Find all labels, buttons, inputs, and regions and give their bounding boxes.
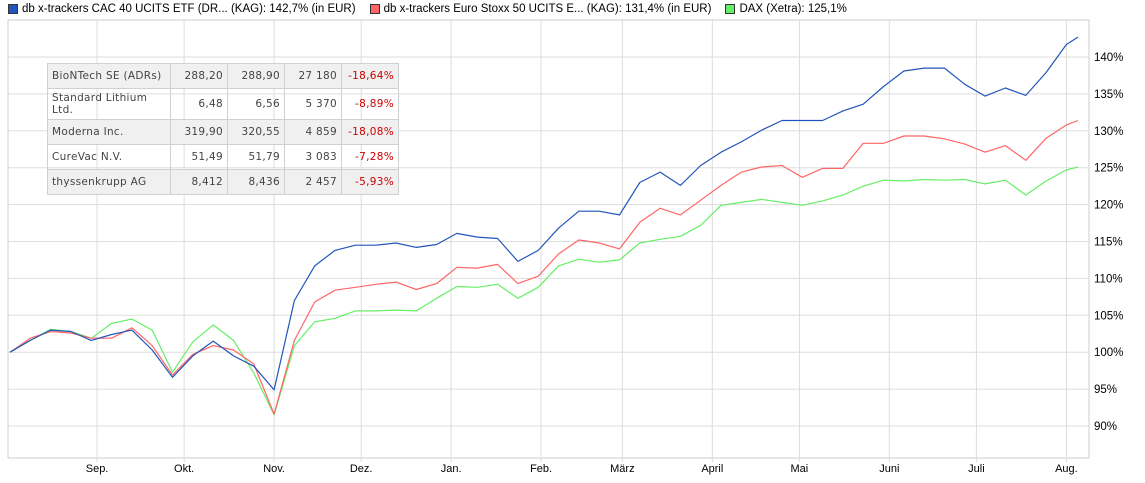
x-tick-label: Aug.: [1055, 463, 1078, 475]
stock-table: BioNTech SE (ADRs) 288,20 288,90 27 180 -18,…: [47, 63, 399, 195]
stock-name[interactable]: BioNTech SE (ADRs): [47, 63, 171, 89]
x-tick-label: Jan.: [441, 463, 462, 475]
legend-swatch: [8, 4, 18, 14]
volume: 4 859: [284, 119, 342, 145]
stock-name[interactable]: CureVac N.V.: [47, 144, 171, 170]
x-tick-label: Okt.: [174, 463, 194, 475]
chart-legend: db x-trackers CAC 40 UCITS ETF (DR... (K…: [8, 3, 861, 15]
table-row[interactable]: Moderna Inc. 319,90 320,55 4 859 -18,08%: [47, 119, 399, 145]
y-tick-label: 120%: [1094, 200, 1123, 212]
legend-label: db x-trackers CAC 40 UCITS ETF (DR... (K…: [22, 3, 356, 15]
legend-label: DAX (Xetra): 125,1%: [739, 3, 847, 15]
change: -18,64%: [341, 63, 399, 89]
x-tick-label: Juni: [879, 463, 899, 475]
ask: 288,90: [227, 63, 285, 89]
table-row[interactable]: CureVac N.V. 51,49 51,79 3 083 -7,28%: [47, 144, 399, 170]
legend-item-eurostoxx50[interactable]: db x-trackers Euro Stoxx 50 UCITS E... (…: [369, 3, 712, 15]
y-tick-label: 105%: [1094, 310, 1123, 322]
volume: 5 370: [284, 88, 342, 120]
x-tick-label: Dez.: [350, 463, 373, 475]
legend-label: db x-trackers Euro Stoxx 50 UCITS E... (…: [383, 3, 712, 15]
stock-name[interactable]: Moderna Inc.: [47, 119, 171, 145]
legend-item-cac40[interactable]: db x-trackers CAC 40 UCITS ETF (DR... (K…: [8, 3, 356, 15]
change: -18,08%: [341, 119, 399, 145]
x-tick-label: Sep.: [86, 463, 109, 475]
change: -5,93%: [341, 169, 399, 195]
bid: 6,48: [170, 88, 228, 120]
volume: 3 083: [284, 144, 342, 170]
x-tick-label: April: [701, 463, 723, 475]
bid: 51,49: [170, 144, 228, 170]
series-line: [9, 36, 1079, 391]
bid: 8,412: [170, 169, 228, 195]
legend-swatch: [725, 4, 736, 14]
bid: 319,90: [170, 119, 228, 145]
legend-swatch: [369, 4, 380, 14]
ask: 51,79: [227, 144, 285, 170]
series-line: [9, 166, 1079, 416]
ask: 6,56: [227, 88, 285, 120]
x-tick-label: März: [610, 463, 634, 475]
legend-item-dax[interactable]: DAX (Xetra): 125,1%: [725, 3, 847, 15]
volume: 2 457: [284, 169, 342, 195]
y-tick-label: 90%: [1094, 421, 1117, 433]
stock-name[interactable]: Standard Lithium Ltd.: [47, 88, 171, 120]
y-tick-label: 135%: [1094, 89, 1123, 101]
y-tick-label: 115%: [1094, 237, 1123, 249]
table-row[interactable]: Standard Lithium Ltd. 6,48 6,56 5 370 -8,89%: [47, 88, 399, 120]
x-tick-label: Nov.: [263, 463, 285, 475]
ask: 8,436: [227, 169, 285, 195]
series-line: [9, 119, 1079, 415]
bid: 288,20: [170, 63, 228, 89]
y-tick-label: 125%: [1094, 163, 1123, 175]
change: -8,89%: [341, 88, 399, 120]
y-tick-label: 100%: [1094, 347, 1123, 359]
x-tick-label: Juli: [968, 463, 985, 475]
stock-name[interactable]: thyssenkrupp AG: [47, 169, 171, 195]
volume: 27 180: [284, 63, 342, 89]
y-tick-label: 110%: [1094, 273, 1123, 285]
table-row[interactable]: thyssenkrupp AG 8,412 8,436 2 457 -5,93%: [47, 169, 399, 195]
x-tick-label: Mai: [791, 463, 809, 475]
x-tick-label: Feb.: [530, 463, 552, 475]
y-tick-label: 95%: [1094, 384, 1117, 396]
ask: 320,55: [227, 119, 285, 145]
y-tick-label: 140%: [1094, 52, 1123, 64]
change: -7,28%: [341, 144, 399, 170]
y-tick-label: 130%: [1094, 126, 1123, 138]
table-row[interactable]: BioNTech SE (ADRs) 288,20 288,90 27 180 -18,…: [47, 63, 399, 89]
